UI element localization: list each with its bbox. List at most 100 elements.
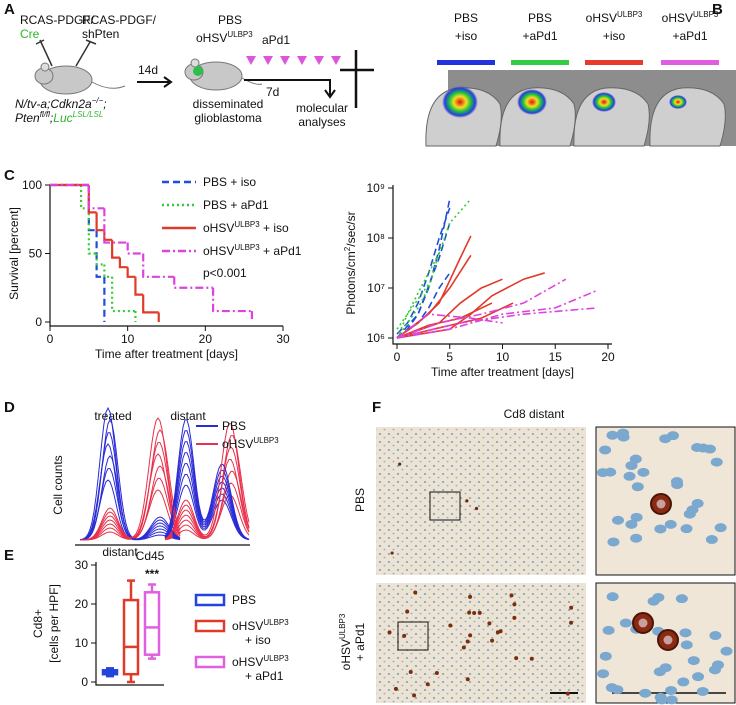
syringes — [35, 39, 97, 67]
photon-line — [396, 278, 503, 339]
survival-step — [111, 276, 136, 313]
nucleus — [637, 467, 650, 477]
legend-label: + iso — [245, 633, 271, 647]
nucleus — [606, 430, 619, 440]
nucleus — [679, 628, 692, 638]
treatment: aPd1 — [262, 33, 290, 47]
group-bar — [437, 60, 495, 65]
cd8-cell — [468, 633, 473, 638]
survival-step — [103, 264, 113, 278]
axis — [95, 562, 164, 686]
panel-label: F — [372, 399, 381, 416]
x-tick-label: 0 — [394, 350, 401, 364]
row-label: PBS — [353, 488, 367, 512]
text: LSL/LSL — [73, 110, 104, 119]
text: oHSV — [203, 221, 234, 235]
survival-step — [118, 257, 128, 269]
group-treatment: +iso — [603, 29, 626, 43]
nucleus — [625, 519, 638, 529]
axis-label: Cell counts — [51, 455, 65, 514]
axis-label: Survival [percent] — [7, 207, 21, 300]
nucleus — [680, 640, 693, 650]
survival-step — [212, 287, 252, 313]
cd8-cell — [408, 670, 413, 675]
legend-label: oHSVULBP3 — [222, 436, 279, 451]
photon-line — [396, 252, 440, 330]
nucleus — [675, 594, 688, 604]
histogram-curve — [164, 452, 250, 540]
panel-b: B PBS+isoPBS+aPd1oHSVULBP3+isooHSVULBP3+… — [425, 1, 736, 147]
cd8-cell — [390, 551, 394, 555]
text: ; — [103, 97, 106, 111]
nucleus — [617, 428, 630, 438]
text: oHSV — [203, 244, 234, 258]
box — [122, 598, 140, 676]
bioluminescence — [669, 95, 687, 109]
vector-label: RCAS-PDGF/Cre — [20, 13, 95, 41]
histogram-curve — [164, 441, 250, 540]
photon-line — [396, 307, 598, 339]
cd8-cell — [565, 691, 570, 696]
nucleus — [708, 665, 721, 675]
nucleus — [720, 646, 733, 656]
legend-label: oHSVULBP3 — [232, 618, 289, 633]
group-bar — [585, 60, 643, 65]
nucleus — [671, 480, 684, 490]
nucleus — [606, 592, 619, 602]
histogram-curve — [164, 463, 250, 540]
cd8-cell — [487, 621, 492, 626]
nucleus — [697, 443, 710, 453]
histogram-curve — [79, 417, 181, 541]
mouse-head — [649, 87, 726, 147]
y-tick-label: 30 — [75, 558, 89, 572]
legend-label: PBS + iso — [203, 175, 256, 189]
panel-f: Cd8 distant PBS oHSVULBP3 + aPd1 — [338, 407, 736, 705]
histogram-curve — [164, 419, 250, 540]
text: oHSV — [586, 11, 617, 25]
y-tick-label: 0 — [35, 315, 42, 329]
x-tick-label: 10 — [121, 332, 135, 346]
text: molecular — [296, 101, 348, 115]
text: Pten — [15, 111, 40, 125]
y-tick-label: 10⁷ — [367, 281, 385, 295]
cd8-cell — [569, 620, 574, 625]
cd8-cell — [402, 633, 407, 638]
survival-step — [134, 276, 144, 296]
nucleus — [612, 515, 625, 525]
histogram-curve — [164, 474, 250, 540]
nucleus — [599, 651, 612, 661]
nucleus — [652, 592, 665, 602]
x-tick-label: 10 — [496, 350, 510, 364]
text: disseminated — [193, 97, 264, 111]
text: PBS — [454, 11, 478, 25]
nucleus — [604, 467, 617, 477]
zoom-box — [397, 621, 429, 651]
text: N/tv-a;Cdkn2a — [15, 97, 92, 111]
cd8-cell — [448, 623, 453, 628]
nucleus — [639, 688, 652, 698]
x-tick-label: 30 — [276, 332, 290, 346]
cd8-cell — [498, 629, 503, 634]
text: ULBP3 — [234, 220, 260, 229]
legend-label: oHSVULBP3 — [232, 654, 289, 669]
group-label: distant — [170, 409, 206, 423]
text: ULBP3 — [227, 30, 253, 39]
histogram-curve — [80, 453, 181, 541]
cd8-cell — [477, 610, 482, 615]
survival-step — [142, 253, 175, 278]
group-title: oHSVULBP3 — [586, 10, 643, 25]
cd8-cell — [465, 639, 470, 644]
text: PBS — [528, 11, 552, 25]
nucleus — [710, 457, 723, 467]
text: + iso — [260, 221, 289, 235]
genotype: N/tv-a;Cdkn2a−/−; Ptenfl/fl;LucLSL/LSL — [15, 96, 107, 125]
axis-label: Cd8+ — [31, 609, 45, 638]
text: oHSV — [222, 437, 253, 451]
y-tick-label: 20 — [75, 597, 89, 611]
y-tick-label: 10⁶ — [367, 331, 385, 345]
axis-label: [cells per HPF] — [47, 584, 61, 663]
photon-line — [396, 278, 567, 339]
vector-label: RCAS-PDGF/shPten — [82, 13, 157, 41]
cd8-cell — [474, 506, 479, 511]
